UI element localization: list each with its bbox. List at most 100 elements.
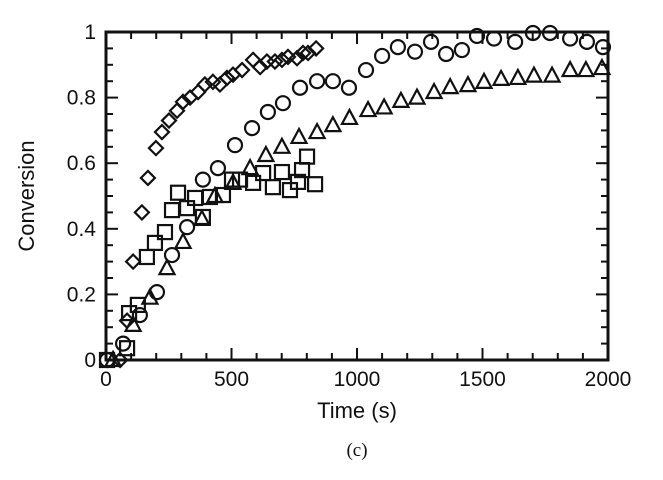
data-point-circle: [422, 33, 440, 50]
data-point-circle: [561, 30, 579, 47]
data-point-triangle: [391, 90, 411, 108]
y-tick-label: 1: [84, 21, 96, 44]
data-point-diamond: [273, 51, 291, 69]
y-tick-label: 0: [84, 349, 96, 372]
x-tick-labels: 0 500 1000 1500 2000: [100, 368, 631, 391]
series-circle: [98, 24, 612, 369]
data-point-diamond: [189, 83, 207, 101]
data-point-circle: [114, 335, 132, 352]
data-point-triangle: [576, 59, 596, 78]
data-point-triangle: [407, 87, 427, 105]
data-point-square: [138, 248, 156, 266]
data-point-square: [264, 179, 282, 196]
data-point-triangle: [474, 71, 494, 89]
data-point-square: [214, 186, 232, 204]
data-point-square: [129, 296, 146, 313]
data-point-square: [273, 163, 291, 181]
data-point-circle: [406, 43, 424, 60]
data-point-diamond: [133, 203, 151, 221]
data-point-diamond: [139, 169, 157, 187]
data-point-diamond: [124, 253, 142, 271]
series-diamond: [111, 39, 325, 369]
data-point-diamond: [266, 52, 284, 71]
data-point-circle: [178, 219, 196, 236]
data-point-circle: [357, 61, 375, 79]
data-point-circle: [243, 120, 261, 137]
data-point-triangle: [157, 257, 177, 276]
data-point-circle: [485, 30, 503, 47]
data-point-diamond: [196, 75, 214, 94]
data-point-circle: [594, 38, 612, 56]
data-point-circle: [194, 171, 211, 188]
data-point-triangle: [256, 144, 276, 163]
data-point-diamond: [160, 112, 178, 130]
data-point-diamond: [153, 123, 171, 141]
data-point-circle: [274, 95, 292, 112]
data-point-triangle: [508, 67, 528, 86]
data-point-circle: [578, 33, 596, 50]
data-point-triangle: [592, 57, 612, 76]
data-point-triangle: [173, 231, 193, 250]
data-point-circle: [507, 33, 524, 50]
data-point-diamond: [218, 69, 236, 87]
data-point-square: [163, 202, 181, 219]
data-point-circle: [374, 47, 391, 65]
y-tick-label: 0.2: [67, 283, 96, 306]
data-point-square: [146, 234, 164, 252]
y-axis-label: Conversion: [14, 140, 39, 251]
y-tick-label: 0.6: [67, 152, 96, 175]
data-point-diamond: [174, 93, 192, 111]
data-point-square: [194, 208, 211, 226]
data-point-triangle: [374, 97, 394, 115]
y-tick-labels: 0 0.2 0.4 0.6 0.8 1: [67, 21, 97, 372]
data-point-triangle: [307, 121, 327, 140]
data-point-square: [169, 184, 187, 201]
x-tick-label: 500: [214, 368, 249, 391]
data-point-circle: [389, 38, 407, 56]
data-point-diamond: [288, 49, 306, 67]
data-point-square: [298, 148, 316, 165]
data-point-triangle: [240, 157, 260, 176]
data-point-diamond: [251, 58, 269, 76]
data-point-triangle: [458, 74, 478, 93]
data-point-triangle: [323, 114, 343, 133]
data-point-diamond: [211, 75, 229, 94]
data-point-diamond: [233, 61, 251, 79]
data-point-triangle: [542, 65, 562, 83]
x-tick-label: 1500: [459, 368, 506, 391]
x-tick-label: 2000: [585, 368, 632, 391]
data-point-diamond: [294, 44, 312, 62]
data-point-circle: [226, 137, 244, 154]
y-tick-label: 0.8: [67, 87, 96, 110]
data-point-circle: [163, 246, 181, 264]
y-tick-label: 0.4: [67, 218, 97, 241]
data-point-square: [255, 164, 272, 182]
data-point-circle: [259, 103, 276, 121]
data-point-triangle: [140, 287, 160, 305]
data-point-triangle: [524, 65, 544, 83]
data-point-diamond: [307, 39, 325, 57]
data-point-triangle: [358, 99, 378, 118]
data-point-square: [306, 176, 324, 193]
data-point-diamond: [244, 51, 262, 69]
data-point-square: [156, 223, 174, 241]
data-markers: [98, 24, 612, 369]
data-point-triangle: [272, 136, 292, 154]
data-point-circle: [308, 73, 326, 90]
data-point-triangle: [424, 81, 444, 100]
x-axis-label: Time (s): [317, 398, 397, 423]
data-point-square: [118, 340, 136, 357]
data-point-triangle: [491, 68, 511, 87]
data-point-triangle: [560, 59, 580, 78]
data-point-circle: [468, 27, 486, 45]
data-point-circle: [209, 160, 227, 177]
data-point-square: [244, 174, 262, 191]
data-point-square: [289, 173, 307, 190]
data-point-circle: [324, 73, 342, 90]
data-point-triangle: [223, 172, 243, 190]
x-tick-label: 1000: [334, 368, 381, 391]
data-point-circle: [453, 41, 471, 59]
figure-caption: (c): [346, 440, 367, 461]
data-point-circle: [438, 45, 455, 63]
